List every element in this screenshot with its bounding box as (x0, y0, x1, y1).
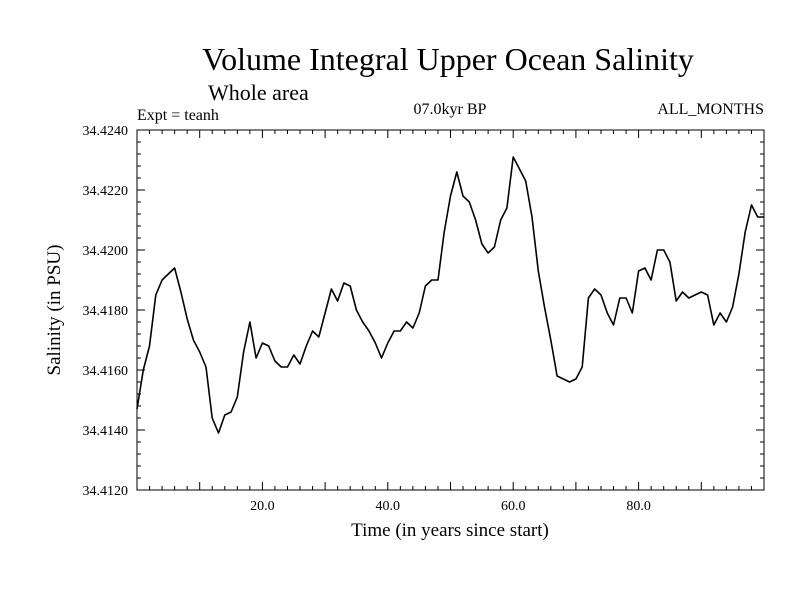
y-axis-label: Salinity (in PSU) (44, 245, 65, 376)
x-axis-label: Time (in years since start) (351, 520, 549, 541)
plot-frame (136, 129, 765, 491)
y-tick-label: 34.4120 (83, 484, 129, 499)
experiment-label: Expt = teanh (137, 107, 219, 124)
months-label: ALL_MONTHS (657, 101, 764, 118)
y-tick-label: 34.4200 (83, 244, 129, 259)
y-tick-label: 34.4240 (83, 124, 129, 139)
x-tick-label: 40.0 (376, 499, 401, 514)
x-tick-label: 80.0 (626, 499, 651, 514)
salinity-line (136, 156, 764, 434)
period-label: 07.0kyr BP (414, 101, 487, 118)
chart-title: Volume Integral Upper Ocean Salinity (202, 41, 694, 77)
x-tick-label: 20.0 (250, 499, 275, 514)
y-tick-label: 34.4220 (83, 184, 129, 199)
y-tick-labels: 34.4120 34.4140 34.4160 34.4180 34.4200 34.42… (83, 124, 129, 499)
y-tick-label: 34.4160 (83, 364, 129, 379)
axis-ticks (137, 130, 764, 490)
x-tick-labels: 20.0 40.0 60.0 80.0 (250, 499, 651, 514)
y-tick-label: 34.4180 (83, 304, 129, 319)
x-tick-label: 60.0 (501, 499, 526, 514)
y-tick-label: 34.4140 (83, 424, 129, 439)
chart-subtitle: Whole area (208, 80, 309, 105)
